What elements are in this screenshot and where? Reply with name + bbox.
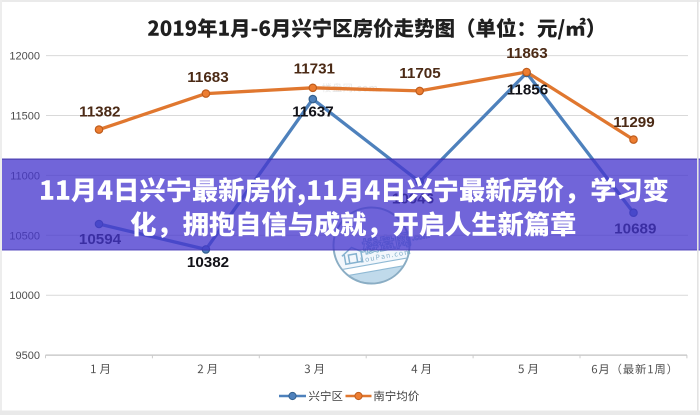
svg-text:11863: 11863 — [506, 45, 547, 62]
svg-text:11705: 11705 — [399, 65, 441, 82]
svg-text:10382: 10382 — [187, 254, 229, 271]
svg-text:11731: 11731 — [294, 61, 336, 78]
svg-text:11382: 11382 — [79, 104, 120, 121]
svg-text:11637: 11637 — [292, 103, 333, 120]
svg-text:11299: 11299 — [613, 114, 654, 131]
svg-text:10000: 10000 — [9, 290, 40, 302]
svg-text:11856: 11856 — [507, 82, 548, 99]
svg-text:11683: 11683 — [187, 69, 228, 86]
svg-text:12000: 12000 — [9, 51, 40, 63]
svg-text:9500: 9500 — [16, 350, 40, 362]
svg-text:11500: 11500 — [10, 111, 40, 123]
